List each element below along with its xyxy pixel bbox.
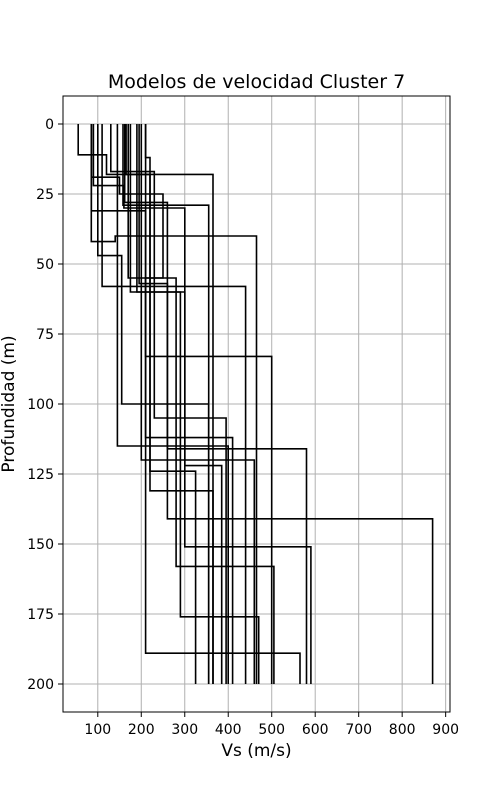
x-axis-ticks: 100 200 300 400 500 600 700 800 900 [84,712,459,738]
chart-title: Modelos de velocidad Cluster 7 [108,71,405,93]
y-tick-label: 200 [27,677,54,693]
x-tick-label: 100 [84,722,111,738]
velocity-model-line-17 [127,124,275,684]
x-axis-label: Vs (m/s) [221,741,291,761]
x-tick-label: 900 [432,722,459,738]
x-tick-label: 600 [302,722,329,738]
y-axis-label: Profundidad (m) [0,335,19,472]
velocity-model-line-16 [136,124,312,684]
y-tick-label: 50 [36,257,54,273]
x-tick-label: 500 [258,722,285,738]
x-tick-label: 700 [345,722,372,738]
velocity-model-line-5 [90,124,258,684]
series-group [77,124,434,684]
y-tick-label: 150 [27,537,54,553]
y-tick-label: 125 [27,467,54,483]
x-tick-label: 400 [215,722,242,738]
velocity-model-line-15 [138,124,434,684]
x-tick-label: 200 [128,722,155,738]
velocity-model-line-8 [110,124,227,684]
y-tick-label: 75 [36,327,54,343]
velocity-model-line-9 [116,124,229,684]
velocity-model-line-19 [144,124,301,684]
velocity-model-line-1 [77,124,214,684]
x-tick-label: 800 [389,722,416,738]
y-tick-label: 25 [36,187,54,203]
velocity-model-line-18 [129,124,260,684]
y-tick-label: 175 [27,607,54,623]
y-axis-ticks: 0 25 50 75 100 125 150 175 200 [27,117,63,693]
velocity-model-line-10 [122,124,210,684]
velocity-model-line-6 [97,124,247,684]
y-tick-label: 0 [45,117,54,133]
y-tick-label: 100 [27,397,54,413]
x-tick-label: 300 [171,722,198,738]
